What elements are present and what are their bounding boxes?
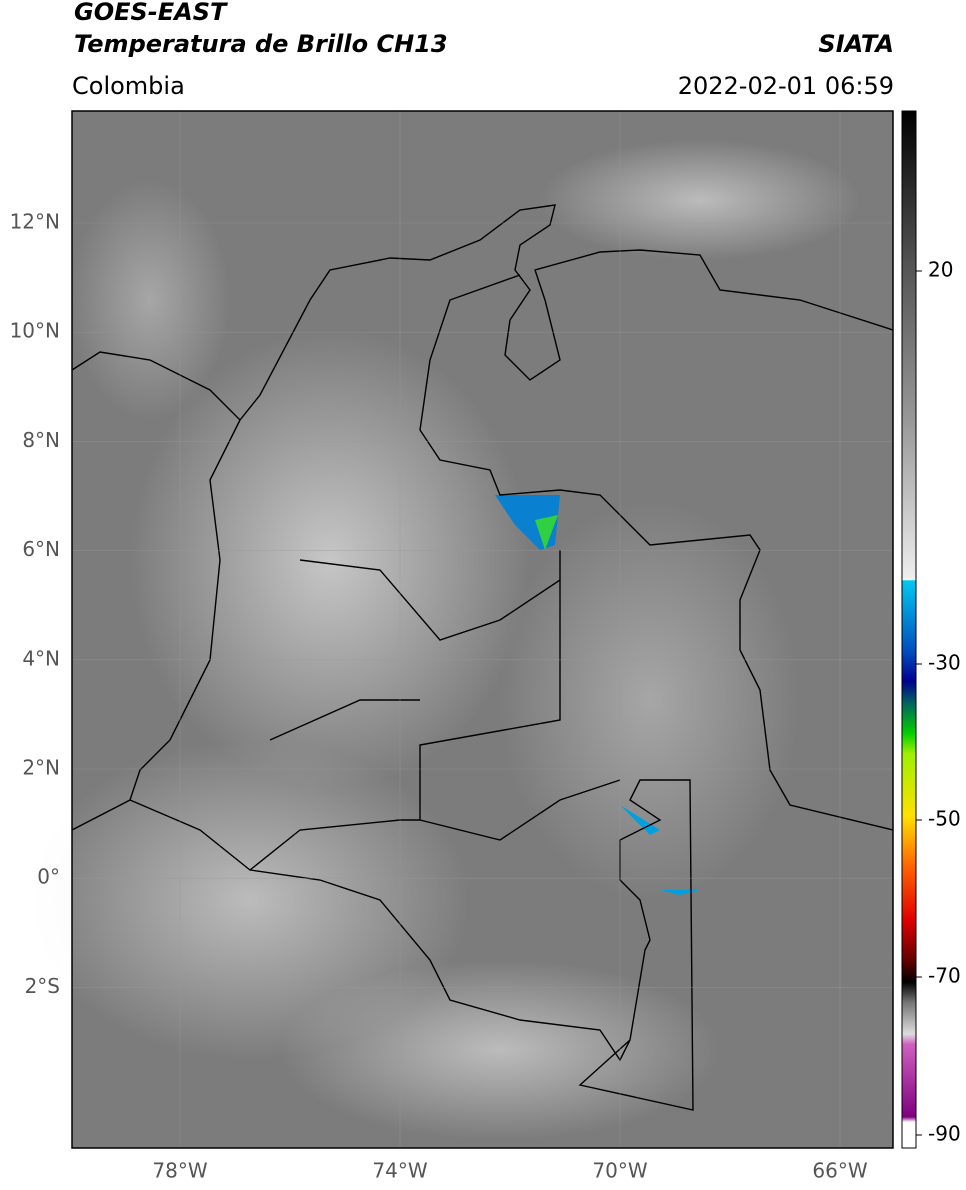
title: GOES-EAST (74, 0, 227, 26)
colorbar-label: -50 (928, 807, 961, 831)
lat-label: 0° (37, 865, 60, 889)
colorbar-label: -70 (928, 964, 961, 988)
lat-label: 12°N (10, 210, 60, 234)
graticule (72, 111, 893, 1148)
lat-label: 2°N (22, 756, 60, 780)
colorbar-label: -30 (928, 651, 961, 675)
lat-label: 6°N (22, 537, 60, 561)
region: Colombia (72, 72, 185, 100)
colorbar (901, 110, 917, 1149)
lon-label: 78°W (152, 1159, 207, 1183)
colorbar-label: 20 (928, 258, 953, 282)
colorbar-label: -90 (928, 1122, 961, 1146)
map-frame (71, 110, 894, 1149)
lat-label: 8°N (22, 428, 60, 452)
country-borders (71, 204, 894, 1111)
lon-label: 66°W (812, 1159, 867, 1183)
lon-label: 70°W (592, 1159, 647, 1183)
source: SIATA (818, 30, 894, 58)
lat-label: 4°N (22, 646, 60, 670)
satellite-image (30, 111, 893, 1148)
lat-label: 10°N (10, 319, 60, 343)
lat-label: 2°S (25, 974, 60, 998)
timestamp: 2022-02-01 06:59 (677, 72, 894, 100)
subtitle: Temperatura de Brillo CH13 (74, 30, 448, 58)
lon-label: 74°W (372, 1159, 427, 1183)
